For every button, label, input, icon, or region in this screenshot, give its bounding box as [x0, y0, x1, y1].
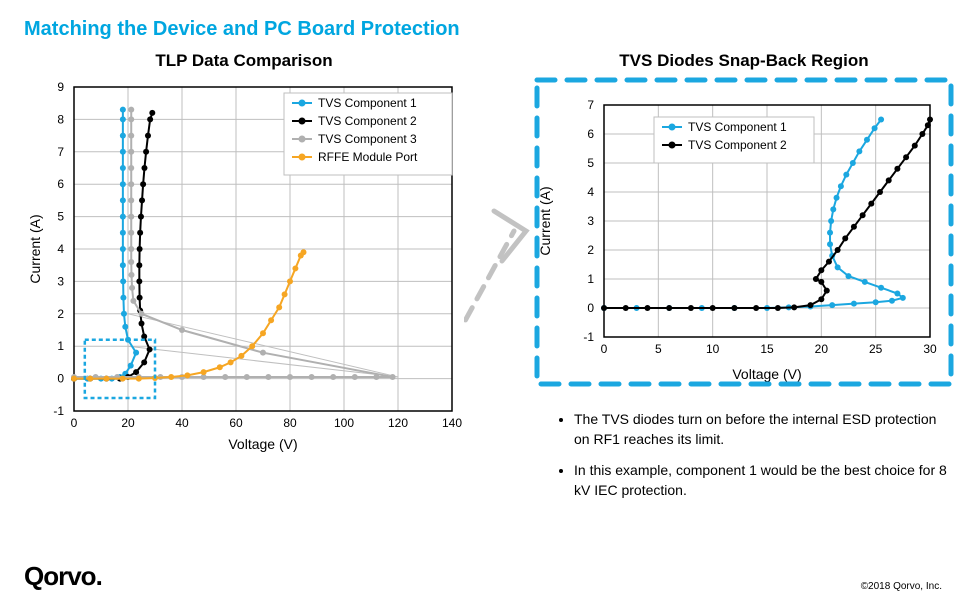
- svg-text:100: 100: [334, 416, 354, 430]
- svg-text:Voltage (V): Voltage (V): [732, 366, 801, 382]
- chart1-title: TLP Data Comparison: [24, 51, 464, 71]
- bullet-1: The TVS diodes turn on before the intern…: [574, 410, 954, 449]
- svg-text:7: 7: [587, 98, 594, 112]
- chart2-title: TVS Diodes Snap-Back Region: [534, 51, 954, 71]
- svg-text:TVS Component 2: TVS Component 2: [318, 114, 417, 128]
- svg-text:TVS Component 1: TVS Component 1: [318, 96, 417, 110]
- copyright: ©2018 Qorvo, Inc.: [861, 581, 942, 592]
- logo: Qorvo.: [24, 561, 102, 592]
- arrow-connector: [464, 51, 534, 431]
- svg-text:Voltage (V): Voltage (V): [228, 436, 297, 452]
- bullet-2: In this example, component 1 would be th…: [574, 461, 954, 500]
- svg-text:4: 4: [57, 242, 64, 256]
- svg-text:Current (A): Current (A): [27, 214, 43, 283]
- svg-text:3: 3: [57, 274, 64, 288]
- svg-text:3: 3: [587, 214, 594, 228]
- svg-text:120: 120: [388, 416, 408, 430]
- svg-text:7: 7: [57, 145, 64, 159]
- svg-text:5: 5: [655, 342, 662, 356]
- svg-text:40: 40: [175, 416, 189, 430]
- svg-text:25: 25: [869, 342, 883, 356]
- svg-text:0: 0: [587, 301, 594, 315]
- svg-text:6: 6: [587, 127, 594, 141]
- svg-text:TVS Component 1: TVS Component 1: [688, 120, 787, 134]
- svg-text:20: 20: [121, 416, 135, 430]
- svg-text:-1: -1: [53, 404, 64, 418]
- charts-container: TLP Data Comparison 020406080100120140-1…: [0, 41, 960, 512]
- svg-text:TVS Component 3: TVS Component 3: [318, 132, 417, 146]
- chart1-svg: 0 20 40 60 80 100 120 140 -1 0 1 2 3 4 5 6 7 8 9 Voltage (V…: [24, 77, 464, 457]
- page-title: Matching the Device and PC Board Protect…: [0, 0, 960, 41]
- svg-text:20: 20: [815, 342, 829, 356]
- svg-text:0: 0: [71, 416, 78, 430]
- svg-text:60: 60: [229, 416, 243, 430]
- svg-text:5: 5: [587, 156, 594, 170]
- svg-text:140: 140: [442, 416, 462, 430]
- svg-text:10: 10: [706, 342, 720, 356]
- svg-text:-1: -1: [583, 330, 594, 344]
- svg-text:8: 8: [57, 112, 64, 126]
- svg-text:1: 1: [587, 272, 594, 286]
- svg-text:6: 6: [57, 177, 64, 191]
- svg-text:5: 5: [57, 210, 64, 224]
- footer: Qorvo. ©2018 Qorvo, Inc.: [24, 561, 942, 592]
- svg-text:RFFE Module Port: RFFE Module Port: [318, 150, 418, 164]
- svg-text:30: 30: [923, 342, 937, 356]
- svg-text:2: 2: [587, 243, 594, 257]
- bullet-list: The TVS diodes turn on before the intern…: [574, 410, 954, 500]
- chart2-svg: 051015202530-101234567Voltage (V)Current…: [534, 77, 954, 387]
- chart-right: TVS Diodes Snap-Back Region 051015202530…: [534, 51, 954, 512]
- svg-text:80: 80: [283, 416, 297, 430]
- svg-text:0: 0: [601, 342, 608, 356]
- chart-left: TLP Data Comparison 020406080100120140-1…: [24, 51, 464, 462]
- svg-text:15: 15: [760, 342, 774, 356]
- svg-text:TVS Component 2: TVS Component 2: [688, 138, 787, 152]
- svg-text:0: 0: [57, 372, 64, 386]
- svg-text:2: 2: [57, 307, 64, 321]
- svg-text:4: 4: [587, 185, 594, 199]
- svg-text:1: 1: [57, 339, 64, 353]
- svg-text:9: 9: [57, 80, 64, 94]
